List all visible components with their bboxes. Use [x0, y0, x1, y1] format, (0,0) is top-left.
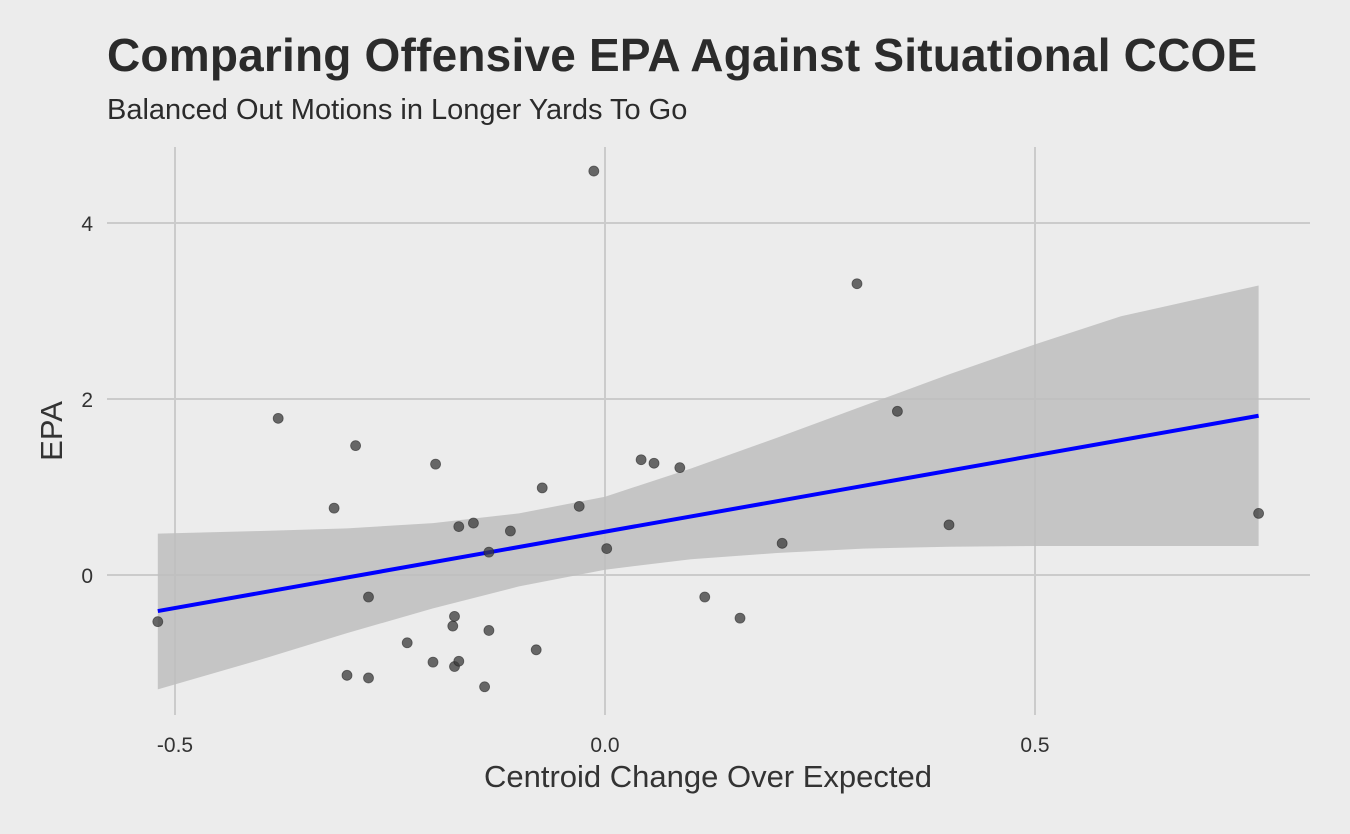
data-point: [601, 543, 613, 554]
data-point: [272, 412, 284, 424]
data-point: [699, 591, 711, 603]
data-point: [350, 440, 362, 452]
data-point: [430, 458, 441, 470]
data-point: [341, 669, 353, 681]
points-layer: [152, 165, 1264, 693]
chart-title: Comparing Offensive EPA Against Situatio…: [107, 29, 1258, 81]
data-point: [363, 672, 374, 684]
x-tick-label: -0.5: [157, 734, 193, 757]
data-point: [943, 519, 955, 531]
data-point: [449, 610, 460, 622]
data-point: [573, 500, 585, 512]
trend-line: [157, 413, 1259, 614]
data-point: [453, 521, 465, 532]
y-tick-label: 0: [81, 565, 93, 588]
data-point: [328, 502, 340, 514]
data-point: [536, 482, 548, 494]
data-point: [635, 454, 647, 466]
data-point: [588, 165, 600, 177]
data-point: [468, 517, 479, 529]
data-point: [363, 591, 374, 603]
data-point: [483, 546, 495, 558]
confidence-band: [157, 285, 1259, 690]
data-point: [427, 656, 439, 668]
confidence-band-layer: [157, 285, 1259, 690]
data-point: [479, 681, 491, 693]
data-point: [776, 537, 788, 549]
data-point: [648, 457, 660, 469]
x-axis-title: Centroid Change Over Expected: [484, 759, 932, 794]
y-tick-label: 2: [81, 389, 93, 412]
data-point: [401, 637, 413, 649]
x-tick-labels: -0.5 0.0 0.5: [157, 734, 1050, 757]
data-point: [152, 616, 164, 628]
data-point: [530, 644, 542, 656]
data-point: [453, 655, 465, 667]
x-tick-label: 0.5: [1020, 734, 1049, 757]
y-axis-title: EPA: [34, 401, 69, 461]
data-point: [674, 462, 686, 474]
data-point: [892, 405, 903, 417]
y-tick-labels: 0 2 4: [81, 213, 93, 588]
data-point: [483, 625, 495, 636]
data-point: [734, 612, 746, 624]
data-point: [851, 278, 863, 290]
data-point: [1253, 508, 1264, 519]
data-point: [504, 525, 516, 537]
trend-line-layer: [157, 413, 1259, 614]
data-point: [447, 620, 459, 632]
y-tick-label: 4: [81, 213, 93, 236]
chart-subtitle: Balanced Out Motions in Longer Yards To …: [107, 94, 688, 126]
x-tick-label: 0.0: [590, 734, 619, 757]
